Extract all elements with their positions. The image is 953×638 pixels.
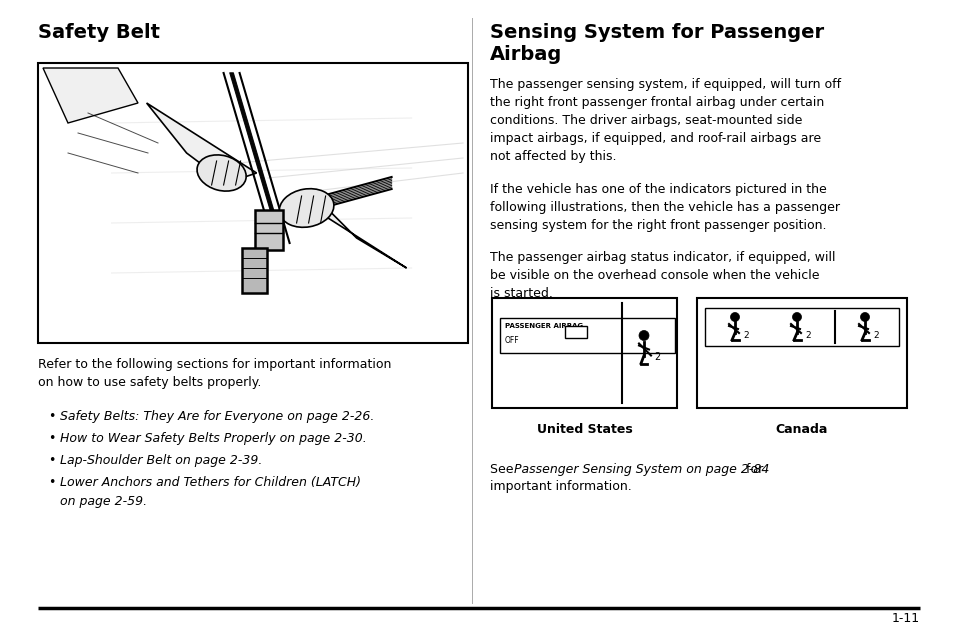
Bar — [492, 298, 677, 408]
Ellipse shape — [730, 313, 739, 322]
Text: The passenger sensing system, if equipped, will turn off
the right front passeng: The passenger sensing system, if equippe… — [490, 78, 841, 163]
Ellipse shape — [279, 189, 334, 227]
Text: United States: United States — [536, 423, 632, 436]
Text: on page 2-59.: on page 2-59. — [60, 495, 147, 508]
Polygon shape — [296, 198, 406, 268]
Text: The passenger airbag status indicator, if equipped, will
be visible on the overh: The passenger airbag status indicator, i… — [490, 251, 835, 300]
Text: How to Wear Safety Belts Properly on page 2-30.: How to Wear Safety Belts Properly on pag… — [60, 432, 366, 445]
Text: Lower Anchors and Tethers for Children (LATCH): Lower Anchors and Tethers for Children (… — [60, 476, 360, 489]
Ellipse shape — [197, 155, 246, 191]
Text: Sensing System for Passenger: Sensing System for Passenger — [490, 23, 823, 42]
Text: Safety Belts: They Are for Everyone on page 2-26.: Safety Belts: They Are for Everyone on p… — [60, 410, 374, 423]
Text: •: • — [48, 454, 55, 467]
Text: ON: ON — [570, 329, 580, 335]
Text: 2: 2 — [804, 330, 810, 339]
Bar — [499, 318, 675, 353]
Text: •: • — [48, 476, 55, 489]
Text: PASSENGER AIRBAG: PASSENGER AIRBAG — [504, 323, 582, 329]
Text: See: See — [490, 463, 517, 476]
Ellipse shape — [860, 313, 868, 322]
Bar — [38, 63, 468, 343]
Text: important information.: important information. — [490, 480, 631, 493]
Bar — [564, 326, 586, 338]
Text: Airbag: Airbag — [490, 45, 561, 64]
Polygon shape — [43, 68, 138, 123]
Ellipse shape — [792, 313, 801, 322]
Bar — [697, 298, 906, 408]
Bar — [254, 210, 282, 250]
Text: for: for — [741, 463, 762, 476]
Text: Passenger Sensing System on page 2-84: Passenger Sensing System on page 2-84 — [514, 463, 768, 476]
Bar — [241, 248, 266, 293]
Text: 2: 2 — [872, 330, 878, 339]
Bar — [704, 308, 898, 346]
Text: 2: 2 — [654, 353, 659, 362]
Text: •: • — [48, 432, 55, 445]
Text: Refer to the following sections for important information
on how to use safety b: Refer to the following sections for impo… — [38, 358, 391, 389]
Text: Canada: Canada — [775, 423, 827, 436]
Text: OFF: OFF — [504, 336, 519, 345]
Text: 1-11: 1-11 — [891, 612, 919, 625]
Text: Lap-Shoulder Belt on page 2-39.: Lap-Shoulder Belt on page 2-39. — [60, 454, 262, 467]
Text: Safety Belt: Safety Belt — [38, 23, 160, 42]
Text: 2: 2 — [742, 330, 748, 339]
Text: If the vehicle has one of the indicators pictured in the
following illustrations: If the vehicle has one of the indicators… — [490, 183, 840, 232]
Ellipse shape — [639, 330, 648, 341]
Polygon shape — [147, 103, 256, 183]
Text: •: • — [48, 410, 55, 423]
